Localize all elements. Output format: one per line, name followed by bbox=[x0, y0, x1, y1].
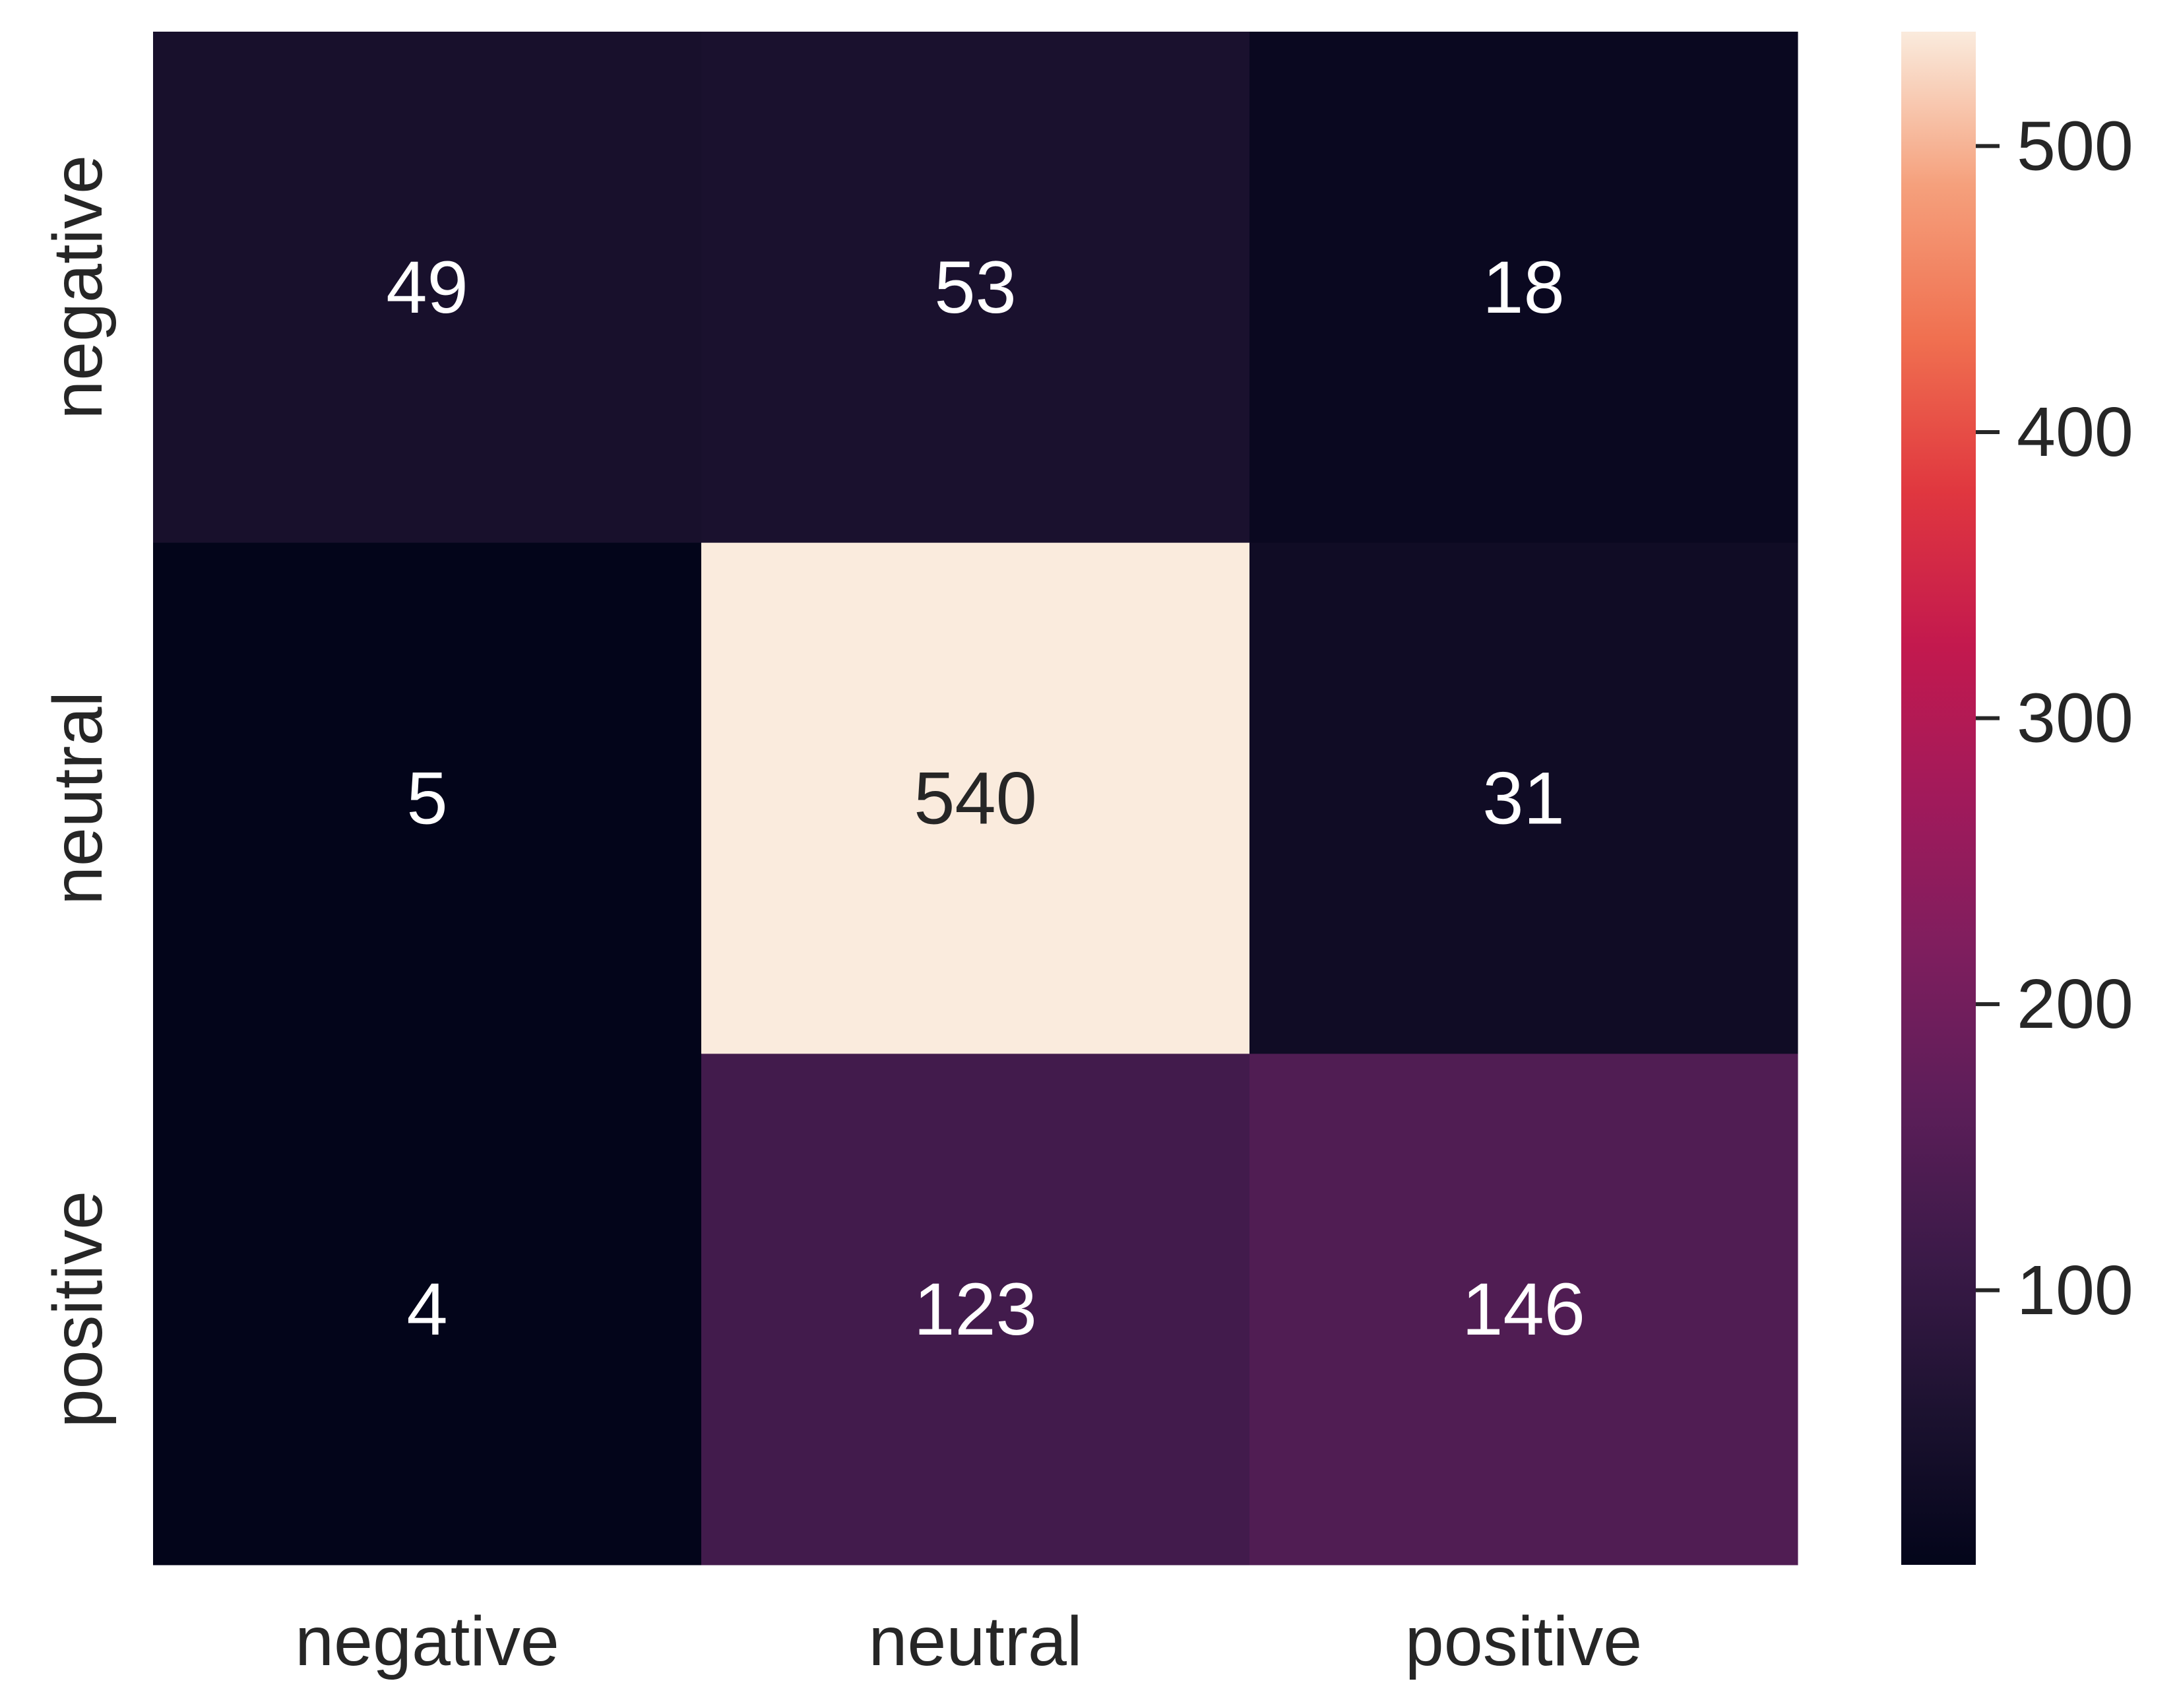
x-tick-label-neutral: neutral bbox=[868, 1602, 1082, 1680]
x-tick-label-positive: positive bbox=[1405, 1602, 1642, 1680]
heatmap-cell-positive-negative bbox=[153, 1054, 702, 1566]
heatmap-cell-negative-neutral bbox=[701, 32, 1250, 544]
y-tick-labels: negative neutral positive bbox=[39, 155, 117, 1428]
y-tick-label-neutral: neutral bbox=[39, 691, 117, 905]
colorbar-tick-label-300: 300 bbox=[2017, 680, 2133, 757]
cell-annotation-neutral-neutral: 540 bbox=[914, 757, 1037, 840]
heatmap-cell-neutral-neutral bbox=[701, 542, 1250, 1054]
cell-annotation-positive-neutral: 123 bbox=[914, 1268, 1037, 1350]
cell-annotations: 49 53 18 5 540 31 4 123 146 bbox=[386, 246, 1585, 1350]
heatmap-cell-negative-positive bbox=[1249, 32, 1798, 544]
cell-annotation-neutral-negative: 5 bbox=[406, 757, 447, 840]
cell-annotation-negative-neutral: 53 bbox=[934, 246, 1017, 329]
cell-annotation-positive-negative: 4 bbox=[406, 1268, 447, 1350]
heatmap-cell-neutral-positive bbox=[1249, 542, 1798, 1054]
colorbar bbox=[1901, 32, 1976, 1565]
colorbar-ticks: 100 200 300 400 500 bbox=[1976, 107, 2133, 1329]
heatmap-cell-neutral-negative bbox=[153, 542, 702, 1054]
x-tick-label-negative: negative bbox=[295, 1602, 559, 1680]
colorbar-tick-label-100: 100 bbox=[2017, 1251, 2133, 1329]
cell-annotation-negative-positive: 18 bbox=[1482, 246, 1565, 329]
y-tick-label-negative: negative bbox=[39, 155, 117, 420]
colorbar-tick-label-500: 500 bbox=[2017, 107, 2133, 185]
cell-annotation-neutral-positive: 31 bbox=[1482, 757, 1565, 840]
x-tick-labels: negative neutral positive bbox=[295, 1602, 1642, 1680]
colorbar-tick-label-200: 200 bbox=[2017, 965, 2133, 1043]
cell-annotation-positive-positive: 146 bbox=[1462, 1268, 1585, 1350]
colorbar-tick-label-400: 400 bbox=[2017, 393, 2133, 471]
cell-annotation-negative-negative: 49 bbox=[386, 246, 468, 329]
heatmap-cell-positive-neutral bbox=[701, 1054, 1250, 1566]
heatmap-cells bbox=[153, 32, 1798, 1566]
heatmap-cell-negative-negative bbox=[153, 32, 702, 544]
y-tick-label-positive: positive bbox=[39, 1191, 117, 1428]
heatmap-cell-positive-positive bbox=[1249, 1054, 1798, 1566]
